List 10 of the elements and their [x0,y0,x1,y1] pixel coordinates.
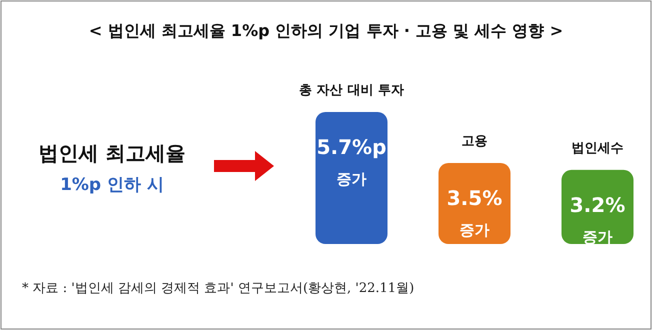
data-label: 3.5% 증가 [446,186,502,239]
text: * 자료 : '법인세 감세의 경제적 효과' 연구보고서(황상현, '22.11월) [22,281,414,296]
text: 법인세 최고세율 [38,141,186,165]
text: 1%p 인하 시 [60,175,164,195]
chart-title: < 법인세 최고세율 1%p 인하의 기업 투자 · 고용 및 세수 영향 > [88,21,564,40]
x-tick-label: 총 자산 대비 투자 [299,83,404,98]
x-tick-label: 법인세수 [572,140,624,156]
data-label: 5.7%p 증가 [316,135,386,188]
x-tick-label: 고용 [462,134,488,149]
data-label: 3.2% 증가 [570,192,626,246]
